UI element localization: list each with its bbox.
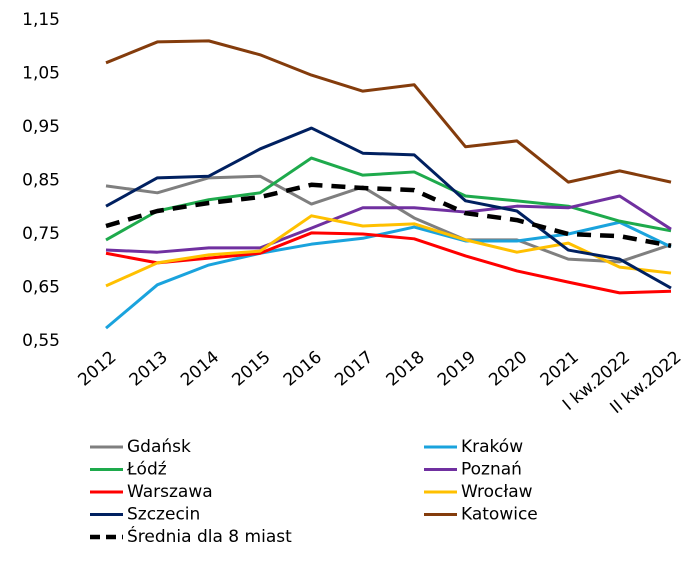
y-tick-label: 0,65: [22, 278, 60, 298]
y-tick-label: 1,15: [22, 10, 60, 30]
y-tick-label: 0,95: [22, 117, 60, 137]
x-tick-label: 2012: [74, 347, 120, 390]
series-line: [105, 156, 672, 242]
x-tick-label: 2015: [229, 347, 275, 390]
x-tick-label: 2019: [434, 347, 480, 390]
series-line: [105, 182, 672, 248]
legend-label: Poznań: [461, 460, 522, 480]
x-tick-label: 2021: [537, 347, 583, 390]
legend-label: Wrocław: [461, 482, 533, 502]
series-line: [105, 220, 672, 330]
x-tick-label: 2020: [485, 347, 531, 390]
x-tick-label: 2018: [383, 347, 429, 390]
series-line: [105, 126, 672, 290]
series-line: [105, 214, 672, 288]
legend-label: Łódź: [126, 460, 167, 480]
y-tick-label: 0,75: [22, 224, 60, 244]
legend-label: Kraków: [461, 437, 523, 457]
x-tick-label: 2017: [331, 347, 377, 390]
series-line: [105, 231, 672, 295]
x-tick-label: 2013: [126, 347, 172, 390]
legend-label: Warszawa: [127, 482, 213, 502]
y-tick-label: 0,85: [22, 171, 60, 191]
series-line: [105, 194, 672, 254]
legend-label: Średnia dla 8 miast: [127, 525, 292, 547]
series-line: [105, 174, 672, 264]
y-tick-label: 0,55: [22, 331, 60, 351]
series-line: [105, 39, 672, 184]
y-tick-label: 1,05: [22, 64, 60, 84]
x-tick-label: 2014: [177, 347, 223, 390]
legend-label: Gdańsk: [127, 437, 191, 457]
x-tick-label: 2016: [280, 347, 326, 390]
legend-label: Katowice: [461, 505, 538, 525]
legend-label: Szczecin: [127, 505, 200, 525]
